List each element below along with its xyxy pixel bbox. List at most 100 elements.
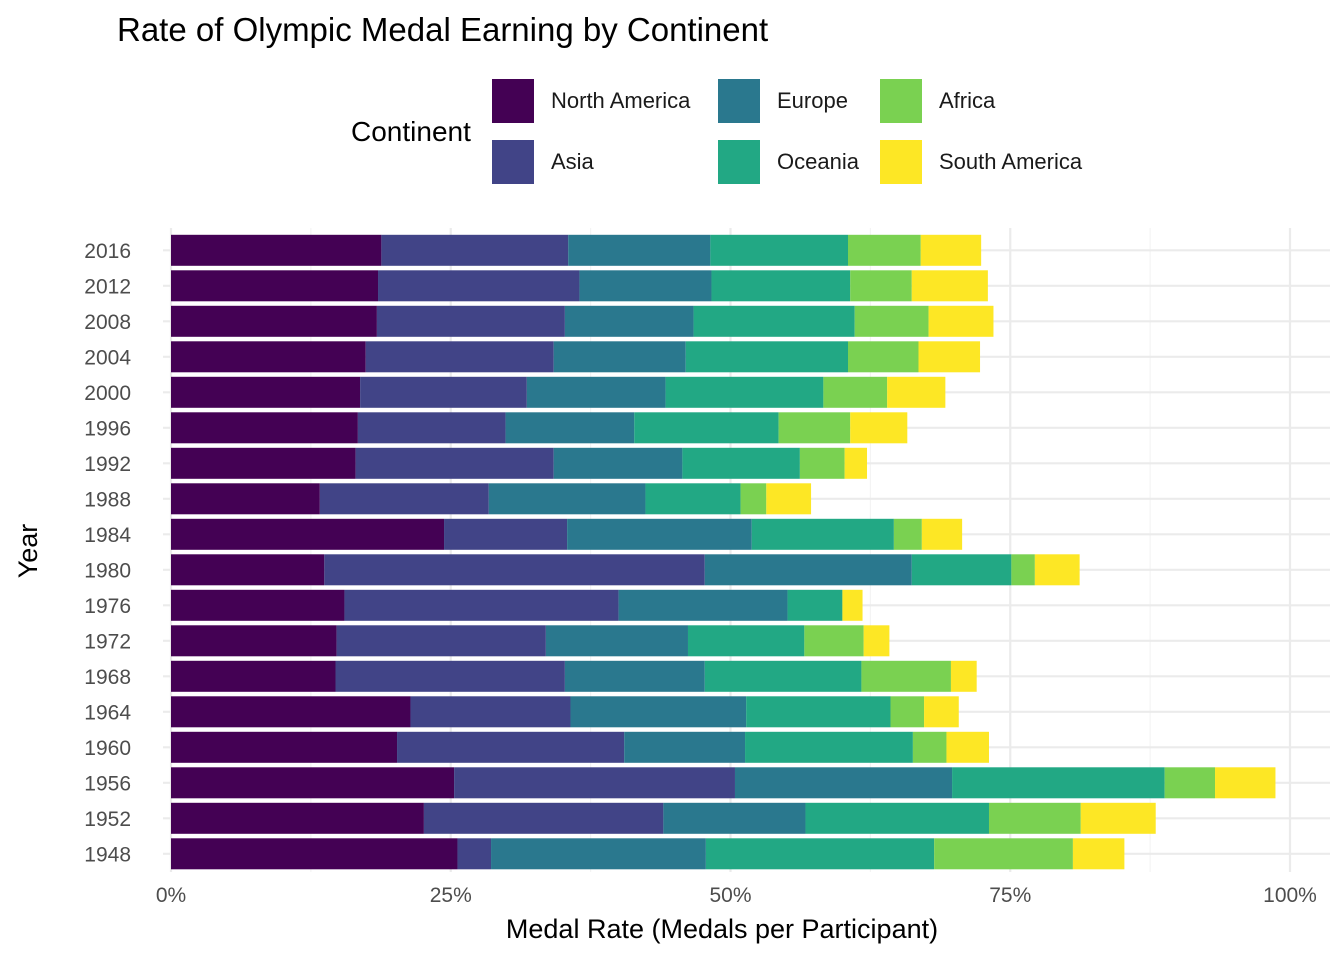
bar-segment (746, 696, 891, 728)
bar-segment (952, 767, 1165, 799)
y-tick-label: 1996 (84, 417, 131, 440)
bar-segment (988, 802, 1081, 834)
bar-segment (355, 447, 554, 479)
bar-segment (567, 518, 752, 550)
bar-segment (171, 767, 455, 799)
bar-segment (488, 483, 646, 515)
bar-segment (171, 802, 424, 834)
y-tick-label: 2012 (84, 275, 131, 298)
bar-segment (946, 731, 989, 763)
bar-segment (710, 234, 848, 266)
bar-segment (171, 305, 377, 337)
bar-segment (685, 341, 848, 373)
bar-segment (850, 412, 908, 444)
bar-segment (682, 447, 800, 479)
bar-segment (665, 376, 824, 408)
bar-segment (711, 270, 851, 302)
bar-segment (423, 802, 664, 834)
bar-segment (863, 625, 890, 657)
legend-label: South America (939, 149, 1083, 174)
bar-segment (568, 234, 711, 266)
bar-segment (171, 270, 379, 302)
legend: Continent North America Asia Europe Oceania… (351, 79, 1083, 184)
bar-segment (842, 589, 863, 621)
bar-segment (570, 696, 747, 728)
bar-segment (912, 731, 947, 763)
bar-segment (787, 589, 843, 621)
bar-segment (335, 660, 565, 692)
bar-segment (171, 341, 366, 373)
bar-segment (378, 270, 580, 302)
bars (171, 234, 1276, 870)
y-tick-label: 2008 (84, 311, 131, 334)
bar-segment (360, 376, 527, 408)
bar-segment (171, 483, 320, 515)
bar-segment (854, 305, 929, 337)
x-tick-label: 75% (989, 884, 1031, 907)
y-tick-label: 1972 (84, 630, 131, 653)
bar-segment (1080, 802, 1156, 834)
legend-key (492, 140, 534, 184)
bar-segment (376, 305, 565, 337)
bar-segment (924, 696, 959, 728)
y-tick-label: 2000 (84, 382, 131, 405)
y-tick-label: 1956 (84, 772, 131, 795)
bar-segment (457, 838, 492, 870)
bar-segment (847, 234, 921, 266)
bar-segment (564, 305, 694, 337)
bar-segment (734, 767, 953, 799)
bar-segment (171, 660, 336, 692)
bar-segment (397, 731, 625, 763)
bar-segment (505, 412, 635, 444)
bar-segment (171, 447, 356, 479)
bar-segment (171, 625, 337, 657)
bar-segment (171, 376, 361, 408)
bar-segment (850, 270, 912, 302)
bar-segment (171, 518, 445, 550)
legend-key (718, 140, 760, 184)
bar-segment (365, 341, 554, 373)
bar-segment (410, 696, 571, 728)
bar-segment (804, 625, 864, 657)
bar-segment (545, 625, 688, 657)
bar-segment (1164, 767, 1216, 799)
bar-segment (1034, 554, 1080, 586)
bar-segment (687, 625, 805, 657)
bar-segment (890, 696, 925, 728)
bar-segment (645, 483, 741, 515)
legend-label: North America (551, 88, 691, 113)
bar-segment (893, 518, 922, 550)
legend-key (880, 79, 922, 123)
bar-segment (823, 376, 888, 408)
bar-segment (920, 234, 982, 266)
y-tick-label: 1976 (84, 595, 131, 618)
bar-segment (693, 305, 855, 337)
bar-segment (921, 518, 963, 550)
y-tick-label: 1964 (84, 701, 131, 724)
y-tick-label: 1952 (84, 808, 131, 831)
bar-segment (171, 412, 358, 444)
bar-segment (705, 838, 935, 870)
bar-segment (171, 731, 398, 763)
bar-segment (553, 447, 683, 479)
bar-segment (624, 731, 746, 763)
bar-segment (740, 483, 767, 515)
bar-segment (618, 589, 788, 621)
bar-segment (950, 660, 977, 692)
legend-label: Africa (939, 88, 996, 113)
legend-label: Asia (551, 149, 595, 174)
bar-segment (171, 838, 458, 870)
bar-segment (564, 660, 705, 692)
bar-segment (704, 660, 862, 692)
bar-segment (1011, 554, 1035, 586)
y-axis-title: Year (13, 524, 43, 579)
bar-segment (171, 696, 411, 728)
bar-segment (336, 625, 546, 657)
bar-segment (766, 483, 812, 515)
legend-key (718, 79, 760, 123)
y-tick-label: 1960 (84, 737, 131, 760)
bar-segment (381, 234, 569, 266)
x-tick-label: 100% (1263, 884, 1317, 907)
bar-segment (844, 447, 868, 479)
bar-segment (704, 554, 912, 586)
